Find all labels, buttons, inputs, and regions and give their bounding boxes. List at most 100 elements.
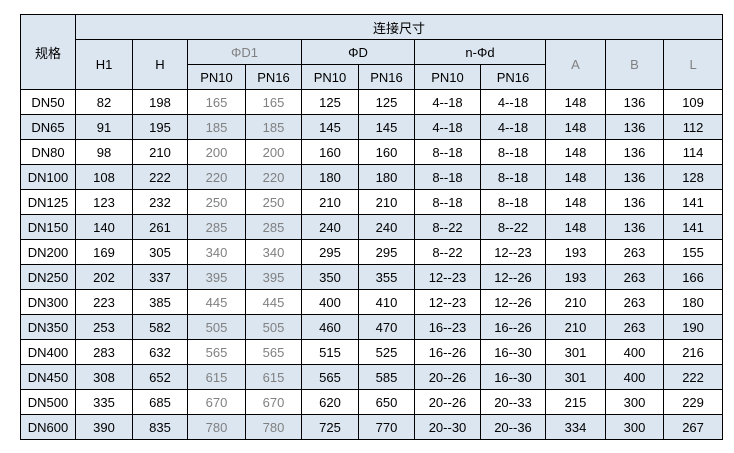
cell-d-pn10-DN400: 515	[301, 339, 359, 365]
cell-n-pn10-DN350: 16--23	[414, 314, 481, 340]
cell-n-pn16-DN100: 8--18	[480, 164, 546, 190]
cell-n-pn10-DN150: 8--22	[414, 214, 481, 240]
table-row: DN300 223 385 445 445 400 410 12--23 12-…	[20, 289, 724, 315]
cell-d-pn16-DN450: 585	[358, 364, 415, 390]
cell-d1-pn16-DN350: 505	[245, 314, 302, 340]
cell-spec-DN600: DN600	[20, 414, 76, 440]
cell-n-pn10-DN600: 20--30	[414, 414, 481, 440]
cell-h-DN500: 685	[132, 389, 188, 415]
cell-d1-pn16-DN300: 445	[245, 289, 302, 315]
cell-n-pn10-DN125: 8--18	[414, 189, 481, 215]
cell-spec-DN50: DN50	[20, 89, 76, 115]
cell-h1-DN600: 390	[75, 414, 133, 440]
cell-a-DN400: 301	[545, 339, 606, 365]
cell-h1-DN65: 91	[75, 114, 133, 140]
table-row: DN350 253 582 505 505 460 470 16--23 16-…	[20, 314, 724, 340]
cell-d1-pn10-DN65: 185	[187, 114, 246, 140]
cell-h1-DN250: 202	[75, 264, 133, 290]
cell-l-DN250: 166	[662, 264, 724, 290]
cell-d-pn10-DN100: 180	[301, 164, 359, 190]
cell-d-pn10-DN250: 350	[301, 264, 359, 290]
cell-d1-pn16-DN500: 670	[245, 389, 302, 415]
cell-h1-DN350: 253	[75, 314, 133, 340]
cell-d-pn16-DN300: 410	[358, 289, 415, 315]
header-d1-pn16: PN16	[245, 64, 302, 90]
cell-h-DN50: 198	[132, 89, 188, 115]
cell-d-pn16-DN50: 125	[358, 89, 415, 115]
cell-spec-DN150: DN150	[20, 214, 76, 240]
cell-b-DN450: 400	[605, 364, 664, 390]
cell-d-pn16-DN65: 145	[358, 114, 415, 140]
header-d1-pn10: PN10	[187, 64, 246, 90]
cell-b-DN600: 300	[605, 414, 664, 440]
header-l: L	[662, 39, 724, 90]
cell-h1-DN150: 140	[75, 214, 133, 240]
cell-d1-pn10-DN350: 505	[187, 314, 246, 340]
cell-d-pn10-DN80: 160	[301, 139, 359, 165]
cell-h-DN125: 232	[132, 189, 188, 215]
cell-b-DN65: 136	[605, 114, 664, 140]
cell-a-DN50: 148	[545, 89, 606, 115]
cell-n-pn16-DN300: 12--26	[480, 289, 546, 315]
cell-d-pn16-DN150: 240	[358, 214, 415, 240]
cell-d-pn16-DN100: 180	[358, 164, 415, 190]
cell-l-DN450: 222	[662, 364, 724, 390]
cell-a-DN150: 148	[545, 214, 606, 240]
cell-b-DN350: 263	[605, 314, 664, 340]
table-row: DN500 335 685 670 670 620 650 20--26 20-…	[20, 389, 724, 415]
cell-d-pn10-DN200: 295	[301, 239, 359, 265]
cell-a-DN450: 301	[545, 364, 606, 390]
cell-n-pn10-DN400: 16--26	[414, 339, 481, 365]
cell-l-DN65: 112	[662, 114, 724, 140]
header-connection-dims: 连接尺寸	[74, 14, 724, 40]
cell-d1-pn16-DN125: 250	[245, 189, 302, 215]
cell-b-DN500: 300	[605, 389, 664, 415]
cell-spec-DN400: DN400	[20, 339, 76, 365]
header-h: H	[132, 39, 188, 90]
cell-d1-pn10-DN600: 780	[187, 414, 246, 440]
cell-b-DN125: 136	[605, 189, 664, 215]
cell-d-pn16-DN80: 160	[358, 139, 415, 165]
cell-d-pn10-DN150: 240	[301, 214, 359, 240]
cell-d1-pn10-DN500: 670	[187, 389, 246, 415]
cell-h-DN250: 337	[132, 264, 188, 290]
cell-l-DN125: 141	[662, 189, 724, 215]
cell-d-pn16-DN500: 650	[358, 389, 415, 415]
cell-b-DN200: 263	[605, 239, 664, 265]
cell-a-DN65: 148	[545, 114, 606, 140]
cell-h1-DN500: 335	[75, 389, 133, 415]
cell-n-pn16-DN50: 4--18	[480, 89, 546, 115]
table-row: DN250 202 337 395 395 350 355 12--23 12-…	[20, 264, 724, 290]
cell-d1-pn10-DN80: 200	[187, 139, 246, 165]
table-row: DN50 82 198 165 165 125 125 4--18 4--18 …	[20, 89, 724, 115]
cell-b-DN80: 136	[605, 139, 664, 165]
cell-d-pn16-DN400: 525	[358, 339, 415, 365]
cell-n-pn10-DN80: 8--18	[414, 139, 481, 165]
cell-n-pn10-DN100: 8--18	[414, 164, 481, 190]
cell-d-pn16-DN125: 210	[358, 189, 415, 215]
cell-a-DN250: 193	[545, 264, 606, 290]
cell-n-pn16-DN450: 16--30	[480, 364, 546, 390]
cell-h-DN200: 305	[132, 239, 188, 265]
cell-d1-pn10-DN150: 285	[187, 214, 246, 240]
cell-b-DN50: 136	[605, 89, 664, 115]
cell-n-pn10-DN450: 20--26	[414, 364, 481, 390]
cell-n-pn16-DN250: 12--26	[480, 264, 546, 290]
cell-h1-DN125: 123	[75, 189, 133, 215]
cell-spec-DN450: DN450	[20, 364, 76, 390]
cell-d1-pn16-DN80: 200	[245, 139, 302, 165]
cell-h-DN600: 835	[132, 414, 188, 440]
cell-l-DN300: 180	[662, 289, 724, 315]
cell-l-DN350: 190	[662, 314, 724, 340]
header-d-pn10: PN10	[301, 64, 359, 90]
cell-l-DN80: 114	[662, 139, 724, 165]
table-header: 规格 连接尺寸 H1 H ΦD1 ΦD n-Φd A B L PN10 PN16…	[20, 14, 724, 90]
table-body: DN50 82 198 165 165 125 125 4--18 4--18 …	[20, 89, 724, 440]
cell-d1-pn10-DN200: 340	[187, 239, 246, 265]
cell-h1-DN50: 82	[75, 89, 133, 115]
table-row: DN125 123 232 250 250 210 210 8--18 8--1…	[20, 189, 724, 215]
cell-n-pn10-DN500: 20--26	[414, 389, 481, 415]
cell-h-DN80: 210	[132, 139, 188, 165]
header-h1: H1	[75, 39, 133, 90]
cell-n-pn16-DN400: 16--30	[480, 339, 546, 365]
